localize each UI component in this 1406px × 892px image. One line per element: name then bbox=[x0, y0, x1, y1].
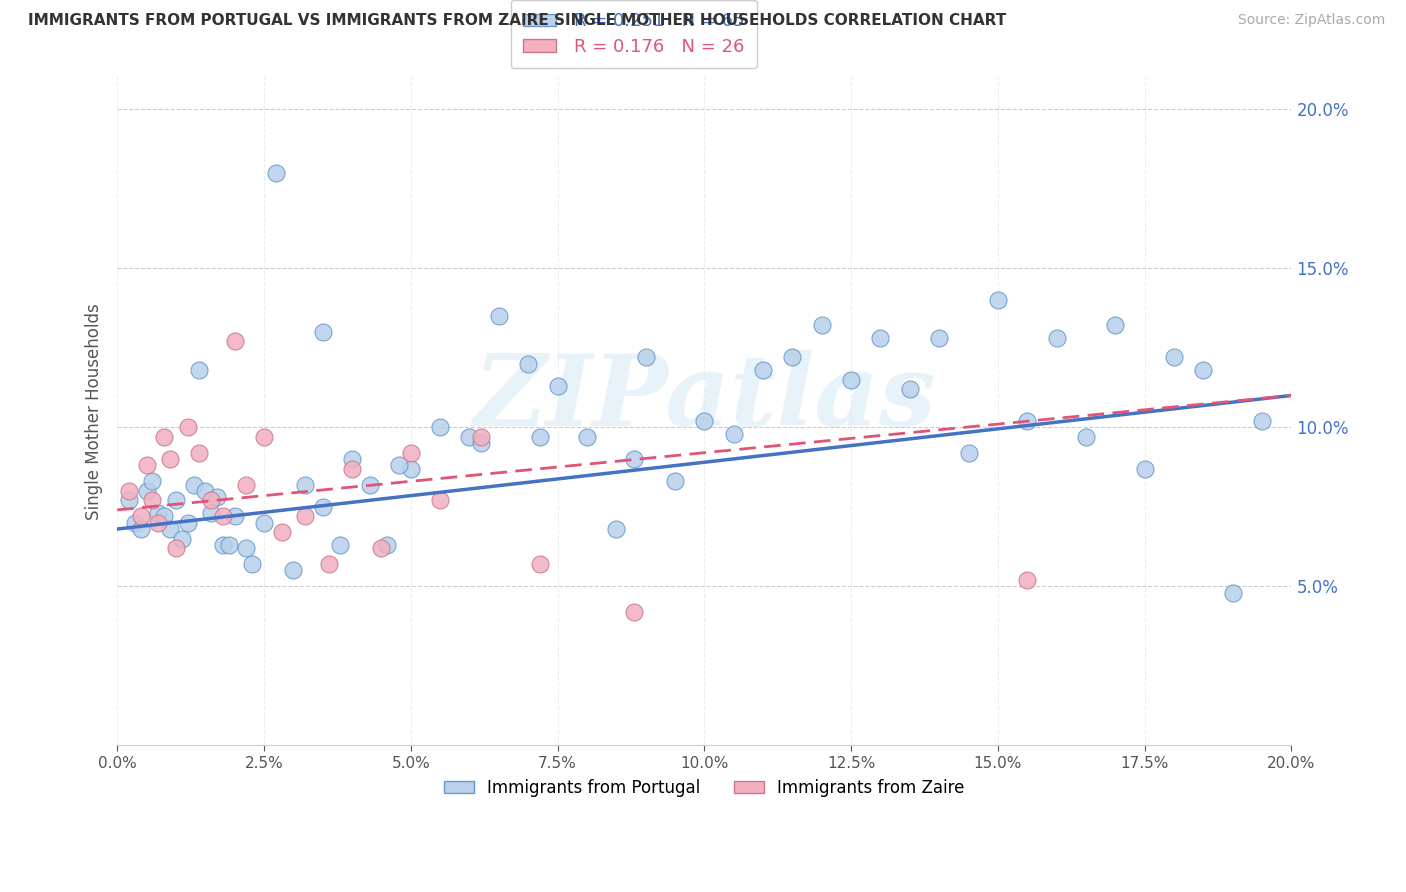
Point bbox=[723, 426, 745, 441]
Point bbox=[375, 538, 398, 552]
Point bbox=[212, 538, 235, 552]
Point bbox=[188, 446, 211, 460]
Point bbox=[129, 522, 152, 536]
Text: Source: ZipAtlas.com: Source: ZipAtlas.com bbox=[1237, 13, 1385, 28]
Point bbox=[318, 557, 340, 571]
Point bbox=[429, 493, 451, 508]
Point bbox=[839, 373, 862, 387]
Legend: Immigrants from Portugal, Immigrants from Zaire: Immigrants from Portugal, Immigrants fro… bbox=[437, 772, 972, 804]
Point bbox=[141, 475, 163, 489]
Point bbox=[547, 379, 569, 393]
Point bbox=[458, 430, 481, 444]
Point bbox=[235, 541, 257, 555]
Point bbox=[329, 538, 352, 552]
Point bbox=[176, 420, 198, 434]
Point bbox=[183, 477, 205, 491]
Point bbox=[623, 605, 645, 619]
Point bbox=[752, 363, 775, 377]
Point bbox=[165, 541, 187, 555]
Point bbox=[488, 309, 510, 323]
Point bbox=[782, 351, 804, 365]
Point bbox=[194, 483, 217, 498]
Point bbox=[1133, 461, 1156, 475]
Point bbox=[634, 351, 657, 365]
Point bbox=[118, 483, 141, 498]
Point bbox=[200, 506, 222, 520]
Point bbox=[1017, 573, 1039, 587]
Point bbox=[153, 509, 176, 524]
Point bbox=[1192, 363, 1215, 377]
Point bbox=[1017, 414, 1039, 428]
Point bbox=[399, 446, 422, 460]
Point bbox=[148, 506, 170, 520]
Y-axis label: Single Mother Households: Single Mother Households bbox=[86, 303, 103, 520]
Point bbox=[359, 477, 381, 491]
Point bbox=[1163, 351, 1185, 365]
Point bbox=[898, 382, 921, 396]
Point bbox=[240, 557, 263, 571]
Point bbox=[294, 509, 316, 524]
Point bbox=[135, 483, 157, 498]
Point bbox=[129, 509, 152, 524]
Point bbox=[470, 430, 492, 444]
Point bbox=[1074, 430, 1097, 444]
Point bbox=[253, 516, 276, 530]
Point bbox=[957, 446, 980, 460]
Point bbox=[148, 516, 170, 530]
Point bbox=[170, 532, 193, 546]
Point bbox=[124, 516, 146, 530]
Point bbox=[429, 420, 451, 434]
Point bbox=[517, 357, 540, 371]
Point bbox=[370, 541, 392, 555]
Point bbox=[159, 452, 181, 467]
Point bbox=[135, 458, 157, 473]
Point bbox=[118, 493, 141, 508]
Point bbox=[529, 557, 551, 571]
Point bbox=[340, 461, 363, 475]
Point bbox=[340, 452, 363, 467]
Point bbox=[235, 477, 257, 491]
Point bbox=[575, 430, 598, 444]
Point bbox=[264, 166, 287, 180]
Point bbox=[218, 538, 240, 552]
Text: ZIPatlas: ZIPatlas bbox=[474, 350, 935, 446]
Point bbox=[312, 325, 335, 339]
Point bbox=[1045, 331, 1067, 345]
Point bbox=[188, 363, 211, 377]
Point bbox=[294, 477, 316, 491]
Point bbox=[664, 475, 686, 489]
Point bbox=[529, 430, 551, 444]
Point bbox=[176, 516, 198, 530]
Point bbox=[205, 490, 228, 504]
Point bbox=[141, 493, 163, 508]
Point bbox=[1251, 414, 1274, 428]
Point bbox=[928, 331, 950, 345]
Point bbox=[224, 334, 246, 349]
Point bbox=[283, 563, 305, 577]
Text: IMMIGRANTS FROM PORTUGAL VS IMMIGRANTS FROM ZAIRE SINGLE MOTHER HOUSEHOLDS CORRE: IMMIGRANTS FROM PORTUGAL VS IMMIGRANTS F… bbox=[28, 13, 1007, 29]
Point bbox=[810, 318, 832, 333]
Point bbox=[159, 522, 181, 536]
Point bbox=[200, 493, 222, 508]
Point bbox=[623, 452, 645, 467]
Point bbox=[224, 509, 246, 524]
Point bbox=[1104, 318, 1126, 333]
Point bbox=[270, 525, 292, 540]
Point bbox=[605, 522, 627, 536]
Point bbox=[399, 461, 422, 475]
Point bbox=[693, 414, 716, 428]
Point bbox=[470, 436, 492, 450]
Point bbox=[388, 458, 411, 473]
Point bbox=[153, 430, 176, 444]
Point bbox=[212, 509, 235, 524]
Point bbox=[987, 293, 1010, 307]
Point bbox=[165, 493, 187, 508]
Point bbox=[253, 430, 276, 444]
Point bbox=[1222, 585, 1244, 599]
Point bbox=[869, 331, 891, 345]
Point bbox=[312, 500, 335, 514]
